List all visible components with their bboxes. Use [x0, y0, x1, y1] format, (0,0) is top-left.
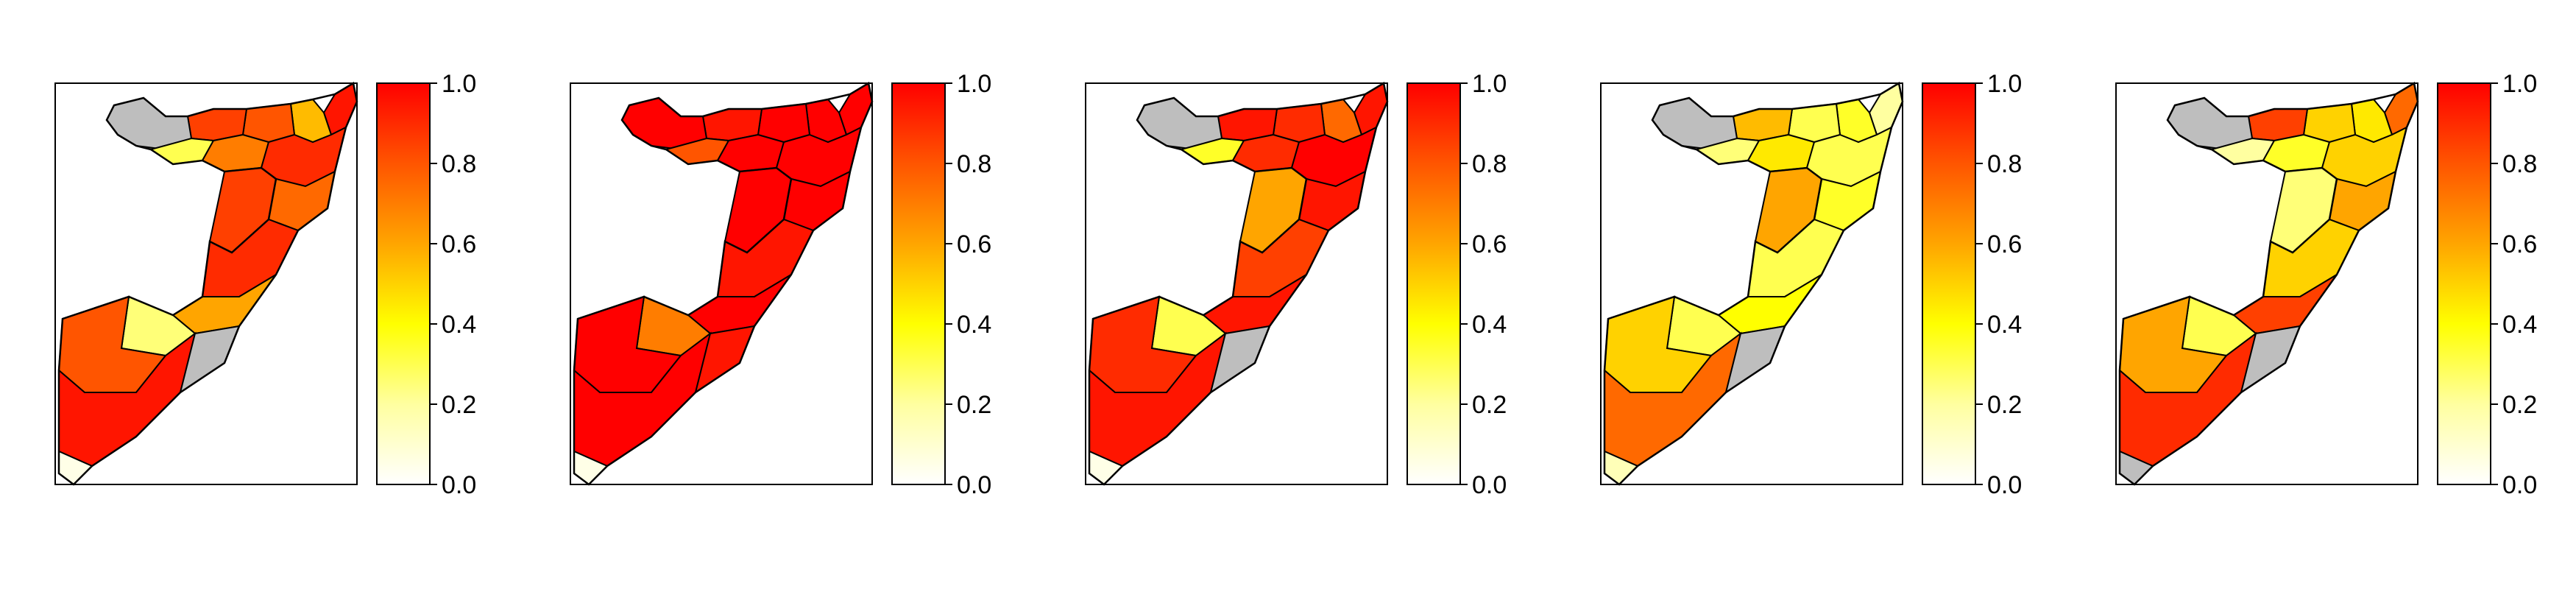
country-outline: [57, 82, 358, 486]
region-map: [1603, 82, 1904, 486]
region-map: [57, 82, 358, 486]
colorbar-tick-label: 0.0: [1987, 471, 2022, 499]
region-map: [2118, 82, 2419, 486]
colorbar-tick-label: 0.6: [2502, 230, 2537, 258]
colorbar-tick-label: 0.4: [442, 311, 476, 339]
colorbar-tick-label: 0.4: [2502, 311, 2537, 339]
panel-1: 0.0 0.2 0.4 0.6 0.8 1.0: [54, 70, 476, 499]
panel-3: 0.0 0.2 0.4 0.6 0.8 1.0: [1085, 70, 1507, 499]
colorbar-tick-label: 0.4: [957, 311, 991, 339]
colorbar-tick-label: 0.6: [442, 230, 476, 258]
colorbar-tick-label: 0.0: [1472, 471, 1507, 499]
colorbar-tick-label: 1.0: [442, 70, 476, 98]
colorbar-tick-label: 0.8: [957, 150, 991, 178]
colorbar-tick-label: 0.0: [2502, 471, 2537, 499]
country-outline: [1603, 82, 1904, 486]
colorbar-tick-label: 0.6: [1987, 230, 2022, 258]
colorbar: [1922, 82, 1976, 485]
colorbar-tick-label: 0.0: [442, 471, 476, 499]
colorbar-tick-label: 0.8: [1987, 150, 2022, 178]
country-outline: [2118, 82, 2419, 486]
colorbar-tick-label: 1.0: [957, 70, 991, 98]
colorbar-tick-label: 0.8: [442, 150, 476, 178]
colorbar-tick-label: 0.0: [957, 471, 991, 499]
colorbar: [1406, 82, 1461, 485]
panel-2: 0.0 0.2 0.4 0.6 0.8 1.0: [570, 70, 991, 499]
panel-4: 0.0 0.2 0.4 0.6 0.8 1.0: [1600, 70, 2022, 499]
colorbar: [2437, 82, 2491, 485]
colorbar-tick-label: 0.8: [2502, 150, 2537, 178]
colorbar-tick-label: 0.2: [1987, 391, 2022, 419]
region-map: [1088, 82, 1389, 486]
colorbar: [891, 82, 946, 485]
colorbar-tick-label: 0.4: [1987, 311, 2022, 339]
panel-5: 0.0 0.2 0.4 0.6 0.8 1.0: [2115, 70, 2537, 499]
colorbar-tick-label: 0.4: [1472, 311, 1507, 339]
country-outline: [1088, 82, 1389, 486]
colorbar-tick-label: 0.6: [1472, 230, 1507, 258]
colorbar-tick-label: 0.2: [2502, 391, 2537, 419]
colorbar-tick-label: 1.0: [1987, 70, 2022, 98]
colorbar-tick-label: 0.2: [442, 391, 476, 419]
region-map: [573, 82, 874, 486]
colorbar: [376, 82, 431, 485]
colorbar-tick-label: 1.0: [2502, 70, 2537, 98]
colorbar-tick-label: 0.8: [1472, 150, 1507, 178]
colorbar-tick-label: 0.2: [1472, 391, 1507, 419]
colorbar-tick-label: 1.0: [1472, 70, 1507, 98]
colorbar-tick-label: 0.6: [957, 230, 991, 258]
country-outline: [573, 82, 874, 486]
colorbar-tick-label: 0.2: [957, 391, 991, 419]
